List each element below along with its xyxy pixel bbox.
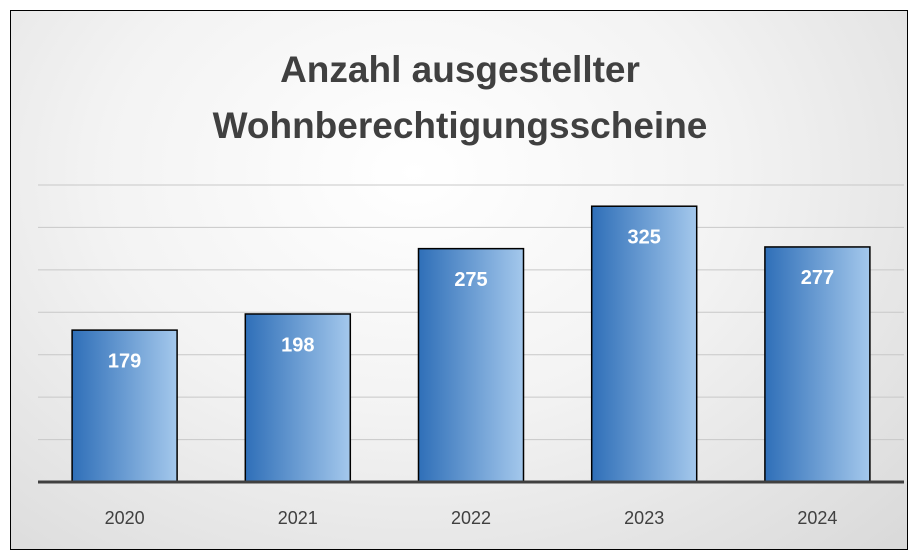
x-tick-label: 2023 [624, 508, 664, 528]
chart-title: Anzahl ausgestellter Wohnberechtigungssc… [212, 49, 708, 146]
x-tick-label: 2020 [105, 508, 145, 528]
x-tick-label: 2022 [451, 508, 491, 528]
data-label: 179 [108, 350, 141, 372]
data-label: 275 [454, 269, 487, 291]
data-label: 325 [628, 226, 661, 248]
bar [417, 247, 525, 483]
bar [590, 205, 698, 483]
bar [71, 329, 178, 483]
data-label: 277 [801, 267, 834, 289]
page: 179 2020 198 2021 275 2022 325 2023 277 2024 Anza… [10, 10, 908, 550]
bar [764, 246, 871, 483]
bar [244, 313, 352, 483]
data-label: 198 [281, 334, 314, 356]
x-tick-label: 2024 [797, 508, 837, 528]
x-tick-label: 2021 [278, 508, 318, 528]
chart: 179 2020 198 2021 275 2022 325 2023 277 2024 [38, 184, 904, 528]
